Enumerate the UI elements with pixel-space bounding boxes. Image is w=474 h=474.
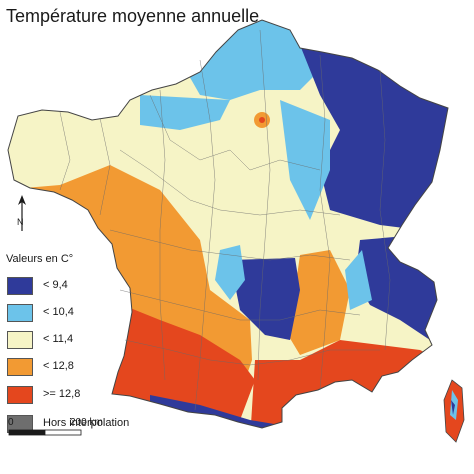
legend-swatch	[7, 304, 33, 322]
legend-label: < 11,4	[43, 333, 74, 345]
scale-start-label: 0	[8, 417, 14, 428]
legend-label: Hors interpolation	[43, 417, 130, 429]
legend-label: < 9,4	[43, 279, 68, 291]
france-outline	[7, 19, 449, 429]
scale-end-label: 200 km	[70, 417, 103, 428]
north-label: N	[17, 217, 24, 227]
legend-label: < 12,8	[43, 360, 74, 372]
legend-title: Valeurs en C°	[6, 253, 74, 265]
legend-label: < 10,4	[43, 306, 74, 318]
north-arrow-icon	[18, 195, 26, 231]
map-title: Température moyenne annuelle	[6, 6, 260, 26]
department-borders	[59, 29, 391, 411]
legend-swatch	[7, 277, 33, 295]
scale-bar	[8, 429, 82, 436]
zone-cool-massif-edge	[215, 245, 245, 300]
zone-warm-rhone	[285, 250, 350, 355]
legend-swatch	[7, 386, 33, 404]
zone-cool-east	[280, 100, 330, 220]
legend-label: >= 12,8	[43, 388, 81, 400]
zone-cool-alps-edge	[345, 250, 372, 310]
legend-swatch	[7, 331, 33, 349]
legend-swatch	[7, 358, 33, 376]
